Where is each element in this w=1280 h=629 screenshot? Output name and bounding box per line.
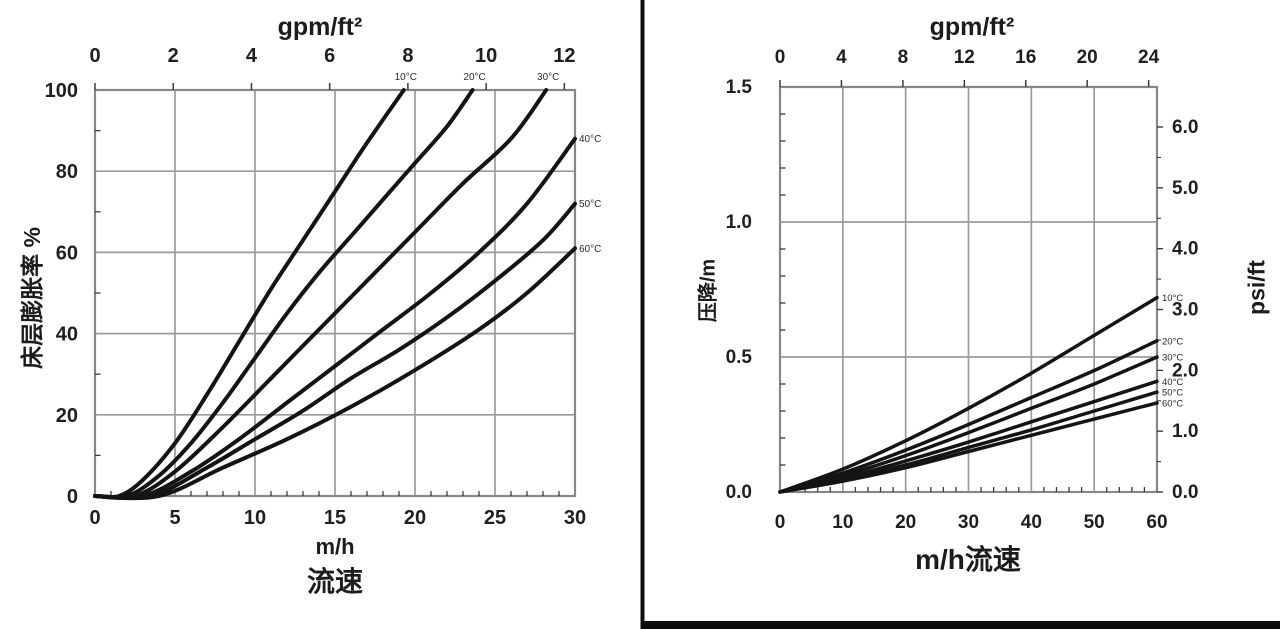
x-tick-label: 0 <box>775 512 786 533</box>
curve-20cc <box>778 339 1159 494</box>
x-tick-label: 50 <box>1084 512 1105 533</box>
x-tick-label: 30 <box>564 507 586 529</box>
y2-tick-label: 2.0 <box>1172 360 1198 381</box>
curve-10cc <box>93 88 406 500</box>
left-chart-top-axis-title: gpm/ft² <box>277 13 363 41</box>
curve-50cc <box>93 201 577 501</box>
curve-60cc <box>93 246 577 501</box>
x-tick-label: 20 <box>404 507 426 529</box>
curve-60cc <box>778 401 1159 494</box>
top-axis-tick-label: 6 <box>324 45 335 67</box>
left-chart-y-axis-label: 床层膨胀率 % <box>19 227 45 369</box>
left-chart-x-axis-label-unit: m/h <box>315 534 355 559</box>
y2-tick-label: 0.0 <box>1172 482 1198 503</box>
curve-temp-label: 30°C <box>1162 353 1183 364</box>
curve-temp-label: 20°C <box>463 72 485 83</box>
right-chart-x-axis-label: m/h流速 <box>915 544 1021 575</box>
pressure-drop-chart: 0 4 8 12 16 20 240 10 20 30 40 50 600.00.51.01.50.01… <box>726 47 1199 533</box>
top-axis-tick-label: 10 <box>475 45 497 67</box>
curve-temp-label: 10°C <box>395 72 417 83</box>
y-tick-label: 80 <box>56 161 78 183</box>
right-panel-border <box>640 0 1280 629</box>
x-tick-label: 40 <box>1021 512 1042 533</box>
x-tick-label: 10 <box>832 512 853 533</box>
x-tick-label: 30 <box>958 512 979 533</box>
y-tick-label: 1.0 <box>726 212 752 233</box>
top-axis-tick-label: 12 <box>954 47 975 68</box>
curve-temp-label: 60°C <box>1162 398 1183 409</box>
y-tick-label: 40 <box>56 324 78 346</box>
curve-temp-label: 30°C <box>537 72 559 83</box>
y2-tick-label: 5.0 <box>1172 178 1198 199</box>
y2-tick-label: 1.0 <box>1172 421 1198 442</box>
bed-expansion-chart: 0 2 4 6 8 10 12 0 5 10 15 20 25 30 0 20 40 60 80 100 10°C 20°… <box>45 45 602 529</box>
top-axis-tick-label: 8 <box>898 47 909 68</box>
y-tick-label: 0 <box>67 486 78 508</box>
x-tick-label: 10 <box>244 507 266 529</box>
left-chart-x-axis-label-cjk: 流速 <box>306 566 363 597</box>
top-axis-tick-label: 4 <box>836 47 847 68</box>
top-axis-tick-label: 16 <box>1015 47 1036 68</box>
y-tick-label: 0.0 <box>726 482 752 503</box>
top-axis-tick-label: 0 <box>89 45 100 67</box>
x-tick-label: 0 <box>89 507 100 529</box>
top-axis-tick-label: 20 <box>1077 47 1098 68</box>
top-axis-tick-label: 4 <box>246 45 258 67</box>
curve-temp-label: 40°C <box>579 134 601 145</box>
x-tick-label: 20 <box>895 512 916 533</box>
curve-temp-label: 50°C <box>1162 388 1183 399</box>
panel-border-bottom <box>640 621 1280 629</box>
y-tick-label: 0.5 <box>726 347 753 368</box>
x-tick-label: 5 <box>169 507 180 529</box>
top-axis-tick-label: 8 <box>402 45 413 67</box>
y2-tick-label: 4.0 <box>1172 239 1198 260</box>
right-chart-y-axis-label: 压降/m <box>697 258 720 323</box>
top-axis-tick-label: 0 <box>775 47 786 68</box>
curve-temp-label: 10°C <box>1162 293 1183 304</box>
x-tick-label: 15 <box>324 507 346 529</box>
y-tick-label: 20 <box>56 405 78 427</box>
y-tick-label: 100 <box>45 80 78 102</box>
curve-temp-label: 20°C <box>1162 336 1183 347</box>
plot-border <box>778 85 1159 494</box>
y2-tick-label: 6.0 <box>1172 117 1198 138</box>
y2-tick-label: 3.0 <box>1172 300 1198 321</box>
y-tick-label: 60 <box>56 242 78 264</box>
curve-40cc <box>93 136 577 500</box>
curve-temp-label: 40°C <box>1162 377 1183 388</box>
top-axis-tick-label: 12 <box>553 45 575 67</box>
curve-10cc <box>778 295 1159 494</box>
top-axis-tick-label: 2 <box>168 45 179 67</box>
curve-20cc <box>93 88 475 500</box>
curve-30cc <box>778 355 1159 494</box>
right-chart-top-axis-title: gpm/ft² <box>929 13 1015 41</box>
y-tick-label: 1.5 <box>726 77 753 98</box>
curve-temp-label: 50°C <box>579 199 601 210</box>
curve-30cc <box>93 88 549 500</box>
x-tick-label: 60 <box>1146 512 1167 533</box>
curve-temp-label: 60°C <box>579 244 601 255</box>
top-axis-tick-label: 24 <box>1138 47 1160 68</box>
x-tick-label: 25 <box>484 507 506 529</box>
right-chart-y2-axis-label: psi/ft <box>1243 260 1270 315</box>
